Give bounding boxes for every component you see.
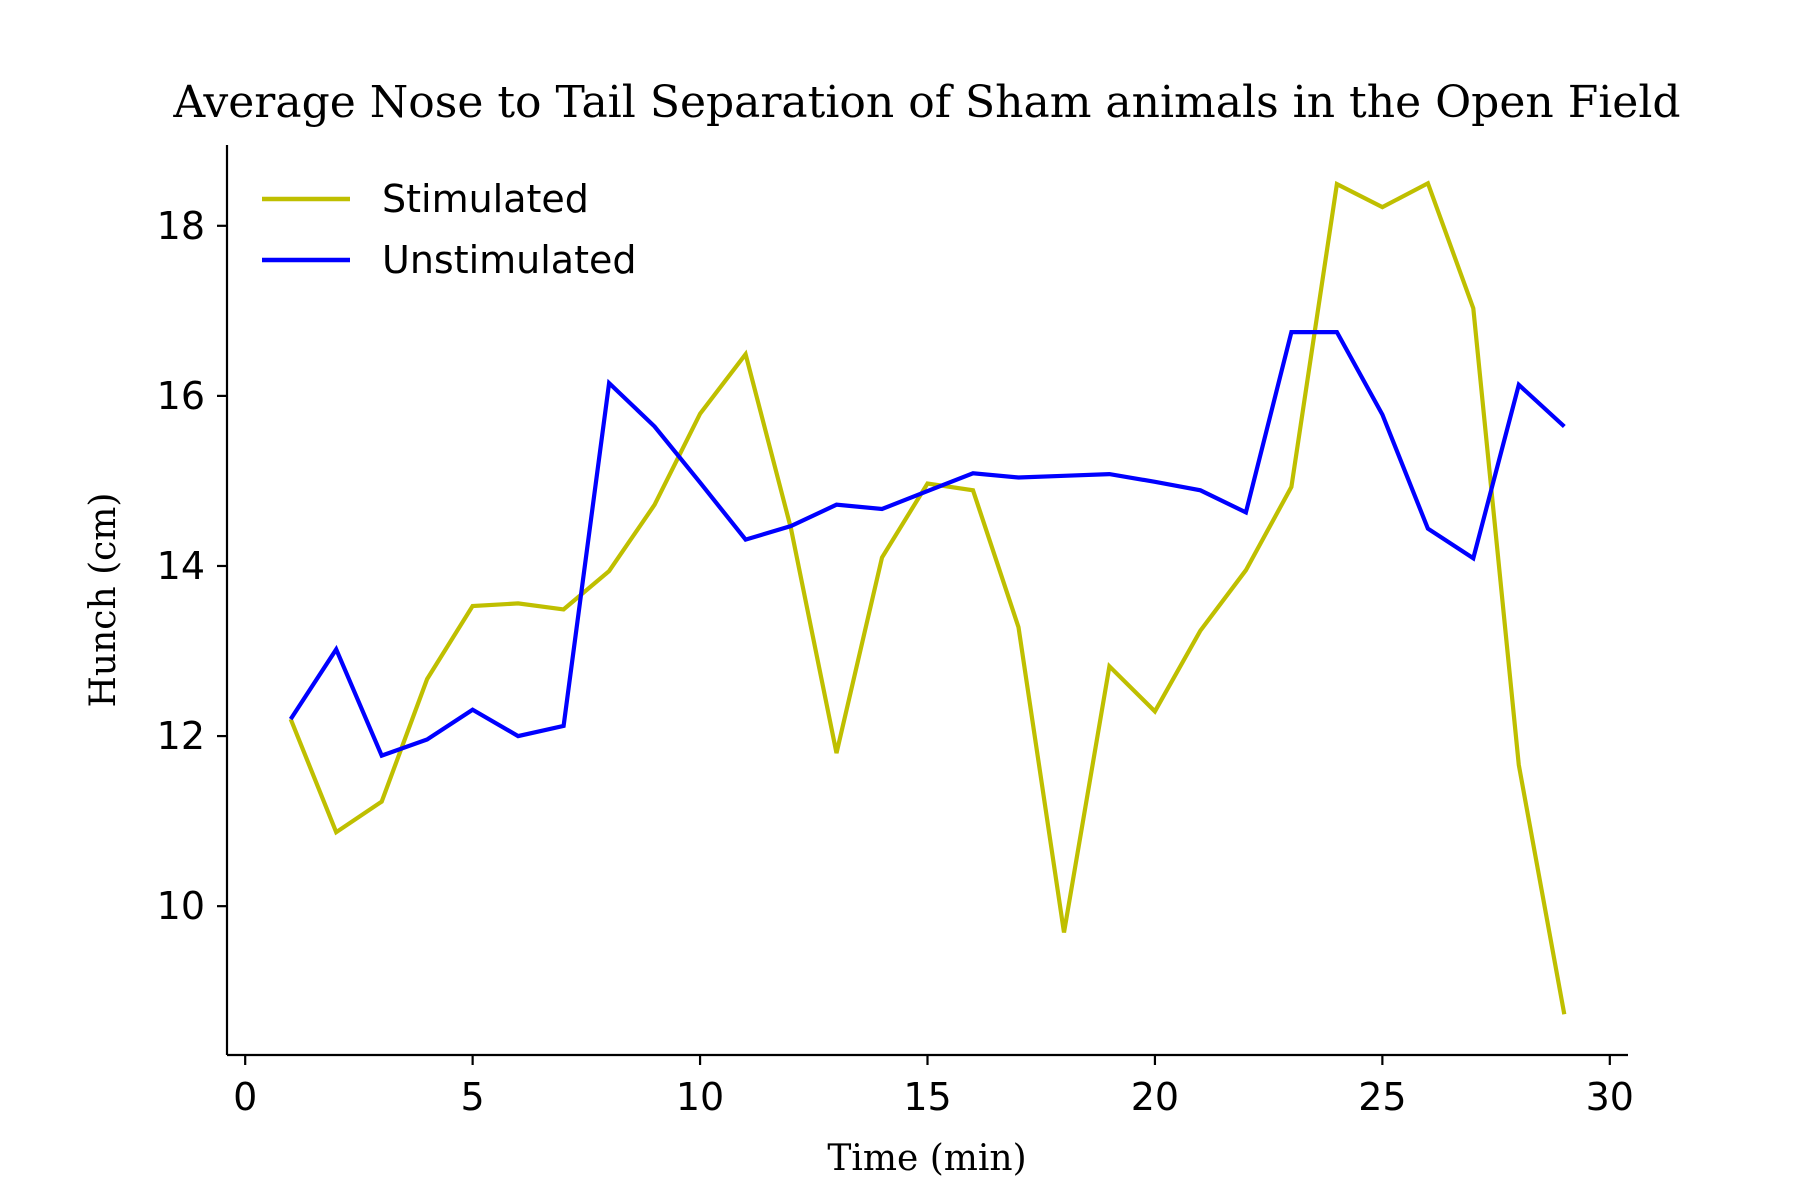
y-tick-label: 18 — [157, 204, 205, 248]
chart-title: Average Nose to Tail Separation of Sham … — [172, 77, 1680, 128]
x-tick-label: 0 — [233, 1075, 257, 1119]
legend-label-stimulated: Stimulated — [382, 177, 589, 221]
series-line-stimulated — [288, 180, 1567, 1015]
x-tick-label: 15 — [903, 1075, 951, 1119]
legend-label-unstimulated: Unstimulated — [382, 238, 637, 282]
y-axis-label: Hunch (cm) — [83, 493, 124, 708]
x-axis-label: Time (min) — [827, 1138, 1026, 1179]
y-tick-label: 14 — [157, 544, 205, 588]
legend: Stimulated Unstimulated — [262, 177, 637, 282]
y-tick-label: 12 — [157, 714, 205, 758]
x-axis-ticks: 0 5 10 15 20 25 30 — [233, 1055, 1634, 1119]
series-line-unstimulated — [288, 330, 1566, 759]
x-tick-label: 20 — [1131, 1075, 1179, 1119]
x-tick-label: 5 — [461, 1075, 485, 1119]
y-tick-label: 16 — [157, 374, 205, 418]
x-tick-label: 25 — [1358, 1075, 1406, 1119]
y-tick-label: 10 — [157, 884, 205, 928]
x-tick-label: 30 — [1586, 1075, 1634, 1119]
y-axis-ticks: 10 12 14 16 18 — [157, 204, 227, 928]
x-tick-label: 10 — [676, 1075, 724, 1119]
plot-area — [288, 180, 1567, 1015]
